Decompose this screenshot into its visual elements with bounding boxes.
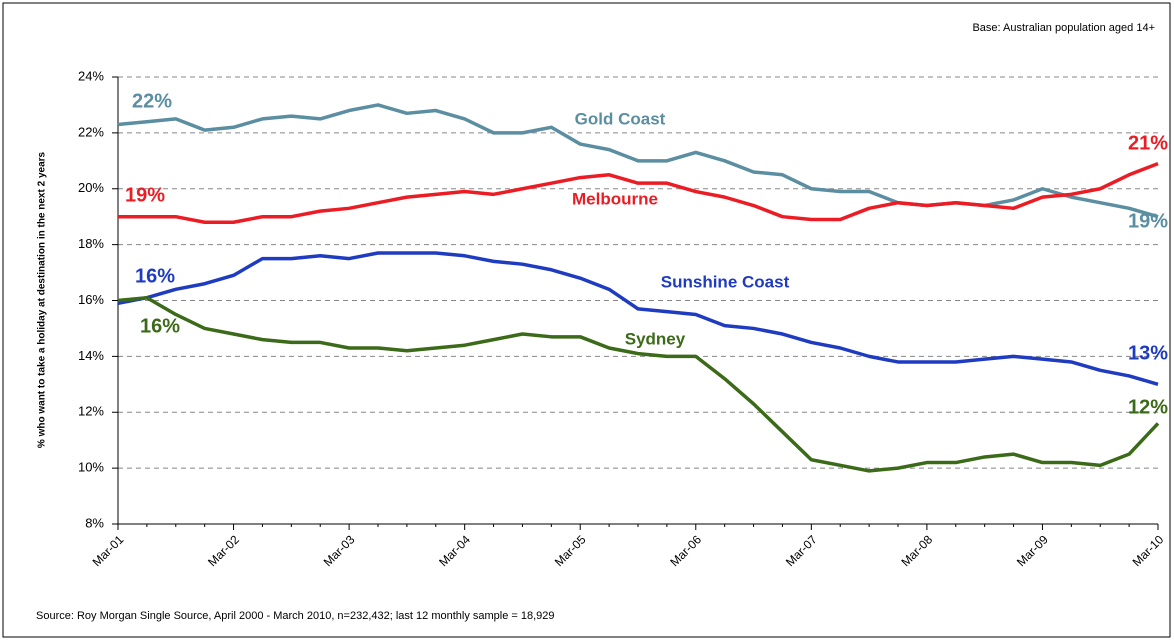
series-line (118, 161, 1159, 225)
series-label: Sydney (625, 329, 686, 348)
value-label: 16% (140, 315, 180, 337)
note: Base: Australian population aged 14+ (972, 22, 1155, 34)
y-tick-label: 8% (85, 515, 104, 530)
y-tick-label: 22% (78, 124, 104, 139)
y-tick-label: 16% (78, 292, 104, 307)
value-label: 21% (1128, 132, 1168, 154)
value-label: 13% (1128, 342, 1168, 364)
y-tick-label: 24% (78, 68, 104, 83)
series-label: Sunshine Coast (661, 272, 790, 291)
y-tick-label: 20% (78, 180, 104, 195)
value-label: 19% (1128, 210, 1168, 232)
y-tick-label: 10% (78, 460, 104, 475)
series-line (117, 295, 1160, 473)
series-label: Melbourne (572, 189, 658, 208)
series-line (117, 251, 1159, 386)
value-label: 16% (135, 265, 175, 287)
value-label: 12% (1128, 396, 1168, 418)
series-label: Gold Coast (575, 109, 666, 128)
source: Source: Roy Morgan Single Source, April … (36, 610, 555, 622)
value-label: 22% (132, 90, 172, 112)
y-tick-label: 18% (78, 236, 104, 251)
y-tick-label: 12% (78, 404, 104, 419)
y-tick-label: 14% (78, 348, 104, 363)
y-axis-label: % who want to take a holiday at destinat… (37, 151, 48, 448)
value-label: 19% (125, 184, 165, 206)
